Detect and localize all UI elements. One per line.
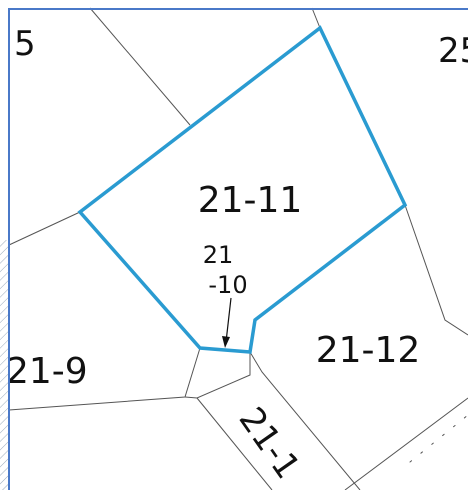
lot-line [404, 204, 468, 336]
lot-line [8, 211, 81, 246]
label: 21-12 [316, 330, 421, 371]
label: 5 [14, 24, 36, 64]
hatched-edge [0, 240, 9, 490]
label: -10 [208, 271, 247, 299]
parcel-lines [8, 7, 468, 490]
lot-line [311, 7, 321, 29]
label: 21-11 [198, 180, 303, 221]
lot-line [344, 397, 468, 490]
lot-line [249, 351, 361, 490]
label: 25 [438, 31, 468, 71]
arrow-head [222, 336, 230, 348]
label: 21 [203, 241, 234, 269]
highlighted-parcel [77, 25, 408, 354]
lot-line [89, 7, 191, 126]
pointer-arrow [225, 297, 232, 343]
label: 21-9 [6, 351, 88, 392]
lot-line [184, 352, 251, 399]
lot-line [196, 397, 273, 490]
frame [8, 8, 468, 490]
